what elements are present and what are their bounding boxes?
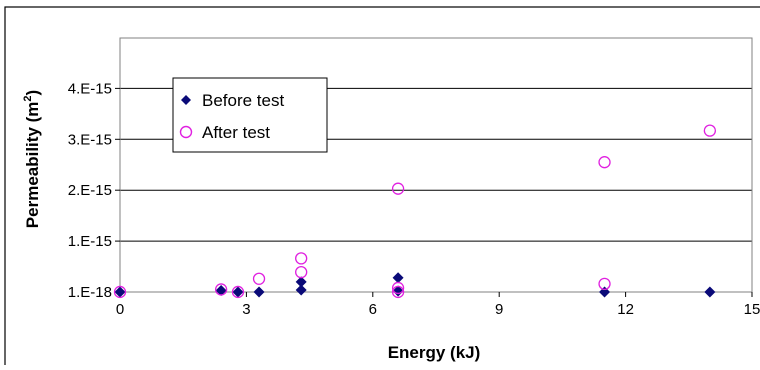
point-before-test — [114, 286, 126, 298]
point-after-test — [391, 281, 405, 295]
plot-area-border — [119, 37, 753, 293]
legend-marker-after-test — [179, 125, 193, 139]
x-tick-label: 9 — [495, 301, 503, 318]
point-after-test — [598, 156, 611, 169]
y-tick-label: 3.E-15 — [68, 131, 112, 148]
data-points — [113, 124, 717, 299]
legend-label-after-test: After test — [202, 123, 270, 142]
x-axis-title: Energy (kJ) — [388, 343, 481, 362]
legend-marker-before-test — [181, 95, 191, 105]
point-after-test — [391, 182, 405, 195]
point-before-test — [232, 286, 244, 298]
x-tick-label: 15 — [744, 301, 760, 318]
point-after-test — [252, 272, 266, 285]
point-before-test — [295, 276, 307, 288]
legend-box — [172, 77, 328, 153]
point-after-test — [214, 283, 228, 296]
legend: Before test After test — [172, 77, 328, 153]
y-tick-label: 4.E-15 — [68, 80, 112, 97]
y-axis-title: Permeability (m2) — [22, 90, 42, 228]
y-axis-title-superscript: 2 — [22, 95, 34, 101]
point-after-test — [391, 285, 405, 299]
point-after-test — [295, 252, 308, 265]
x-tick-label: 3 — [242, 301, 250, 318]
point-before-test — [253, 286, 265, 298]
y-tick-label: 1.E-18 — [68, 284, 112, 301]
point-after-test — [598, 277, 611, 291]
point-before-test — [392, 285, 404, 297]
y-axis-title-main: Permeability (m — [23, 102, 42, 229]
point-after-test — [703, 124, 717, 137]
point-before-test — [704, 286, 716, 298]
chart-frame — [4, 6, 760, 370]
x-tick-label: 6 — [369, 301, 377, 318]
point-before-test — [295, 284, 307, 296]
x-tick-label: 12 — [617, 301, 634, 318]
legend-label-before-test: Before test — [202, 91, 284, 110]
point-after-test — [231, 285, 245, 299]
y-axis-title-close: ) — [23, 90, 42, 96]
y-tick-label: 1.E-15 — [68, 233, 112, 250]
point-after-test — [113, 285, 127, 299]
point-before-test — [215, 284, 227, 296]
point-before-test — [392, 272, 404, 284]
point-after-test — [295, 265, 308, 279]
axis-ticks: 1.E-18 1.E-15 2.E-15 3.E-15 4.E-15 0 3 6 9 12 15 — [68, 80, 760, 318]
y-tick-label: 2.E-15 — [68, 182, 112, 199]
x-tick-label: 0 — [116, 301, 124, 318]
